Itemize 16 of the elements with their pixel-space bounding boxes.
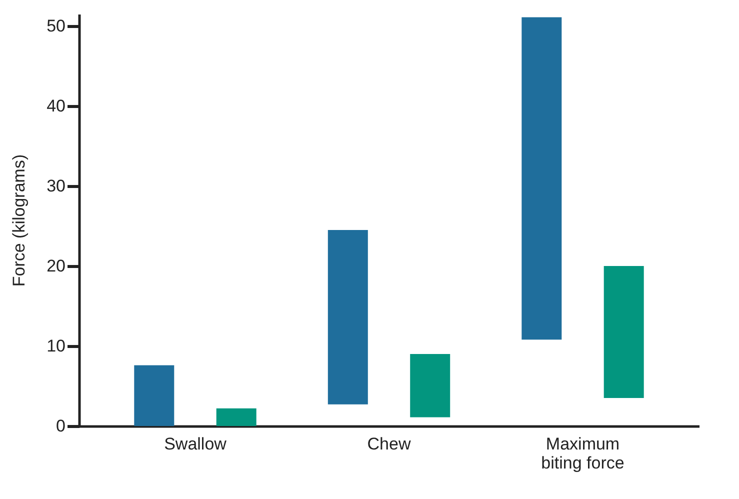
y-axis-title: Force (kilograms) [10,154,29,287]
y-tick-label: 20 [46,256,66,276]
bar [134,365,174,426]
bar [328,230,368,404]
x-tick-label: Maximum biting force [541,434,624,472]
x-tick-label: Swallow [164,434,228,454]
y-tick-label: 0 [56,416,66,436]
bar [604,266,644,398]
y-tick-label: 10 [46,336,66,356]
x-tick-label: Chew [367,434,412,454]
y-tick-label: 40 [46,96,66,116]
bar [522,17,562,340]
y-tick-label: 30 [46,176,66,196]
y-tick-label: 50 [46,16,66,36]
bar [410,354,450,418]
bar [216,408,256,426]
